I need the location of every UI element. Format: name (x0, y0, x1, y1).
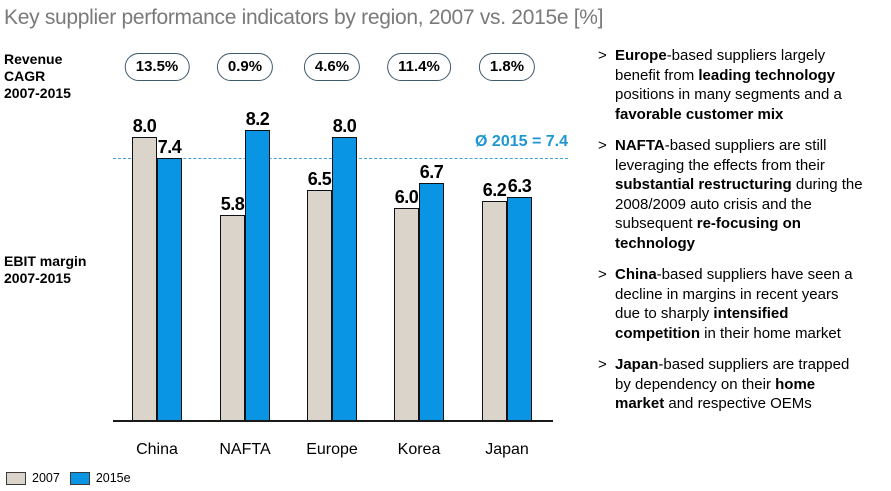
bullet-marker: > (598, 266, 607, 283)
bar-2007-china: 8.0 (132, 116, 157, 421)
bullet-item: > NAFTA-based suppliers are still leverag… (598, 136, 883, 253)
bullet-marker: > (598, 137, 607, 154)
bullet-marker: > (598, 356, 607, 373)
category-label-japan: Japan (485, 441, 529, 458)
bar-value-label: 8.2 (245, 109, 270, 129)
bar-value-label: 8.0 (332, 116, 357, 136)
cagr-badge-china: 13.5% (124, 53, 190, 81)
bullet-item: > China-based suppliers have seen a decli… (598, 265, 883, 343)
ebit-margin-label-line2: 2007-2015 (4, 270, 71, 286)
category-label-nafta: NAFTA (219, 441, 271, 458)
bullet-text: NAFTA-based suppliers are still leveragi… (615, 137, 863, 252)
bar-2015e-japan: 6.3 (507, 176, 532, 421)
bar-2015e-china: 7.4 (157, 137, 182, 421)
legend-swatch-2015e (69, 471, 90, 485)
bar-value-label: 6.3 (507, 176, 532, 196)
bar-2007-europe: 6.5 (307, 169, 332, 421)
bar-value-label: 6.2 (482, 180, 507, 200)
bullet-text: Europe-based suppliers largely benefit f… (615, 47, 842, 123)
bar-value-label: 7.4 (157, 137, 182, 157)
bullet-marker: > (598, 47, 607, 64)
revenue-cagr-label-line3: 2007-2015 (4, 85, 71, 101)
page-title: Key supplier performance indicators by r… (4, 6, 604, 29)
average-line-label: Ø 2015 = 7.4 (475, 133, 568, 150)
ebit-margin-label: EBIT margin 2007-2015 (4, 253, 86, 287)
bar-2007-korea: 6.0 (394, 187, 419, 421)
bullet-item: > Japan-based suppliers are trapped by de… (598, 355, 883, 414)
cagr-badge-korea: 11.4% (387, 53, 451, 81)
bar-value-label: 6.0 (394, 187, 419, 207)
category-label-korea: Korea (397, 441, 441, 458)
bar-value-label: 6.5 (307, 169, 332, 189)
category-label-china: China (136, 441, 178, 458)
bar-2015e-korea: 6.7 (419, 162, 444, 421)
cagr-badge-europe: 4.6% (303, 53, 361, 81)
bar-2015e-europe: 8.0 (332, 116, 357, 421)
chart-legend: 2007 2015e (6, 471, 131, 485)
revenue-cagr-label: Revenue CAGR 2007-2015 (4, 51, 71, 102)
cagr-badge-japan: 1.8% (478, 53, 536, 81)
bar-value-label: 5.8 (220, 194, 245, 214)
legend-label-2007: 2007 (32, 471, 60, 485)
revenue-cagr-label-line2: CAGR (4, 68, 46, 84)
x-axis-line (113, 420, 553, 422)
category-label-europe: Europe (306, 441, 358, 458)
bullet-item: > Europe-based suppliers largely benefit … (598, 46, 883, 124)
legend-label-2015e: 2015e (95, 471, 131, 485)
bar-2015e-nafta: 8.2 (245, 109, 270, 421)
bullet-text: Japan-based suppliers are trapped by dep… (615, 356, 850, 412)
bar-2007-nafta: 5.8 (220, 194, 245, 421)
bullet-text: China-based suppliers have seen a declin… (615, 266, 853, 342)
bullet-list: > Europe-based suppliers largely benefit … (598, 46, 883, 426)
bar-value-label: 8.0 (132, 116, 157, 136)
bar-2007-japan: 6.2 (482, 180, 507, 421)
bar-value-label: 6.7 (419, 162, 444, 182)
cagr-badge-nafta: 0.9% (216, 53, 274, 81)
legend-item-2007: 2007 (6, 471, 60, 485)
legend-item-2015e: 2015e (69, 471, 131, 485)
revenue-cagr-label-line1: Revenue (4, 51, 63, 67)
ebit-margin-label-line1: EBIT margin (4, 253, 87, 269)
legend-swatch-2007 (6, 471, 26, 485)
